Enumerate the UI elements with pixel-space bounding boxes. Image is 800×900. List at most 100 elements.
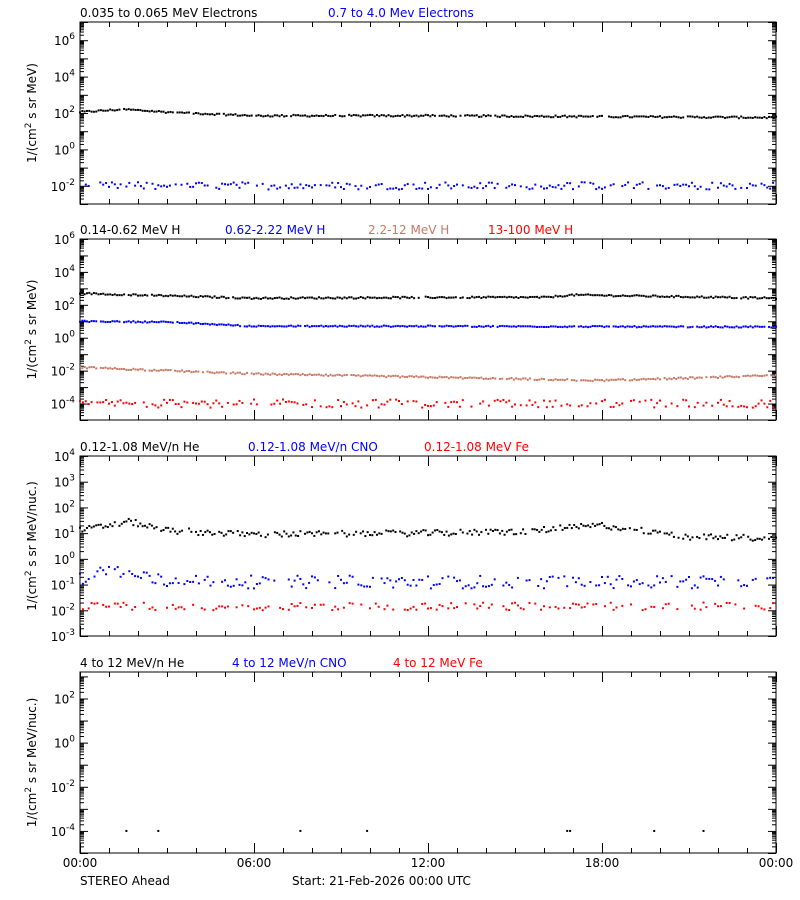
data-point [92,110,95,113]
data-point [218,402,221,405]
data-point [654,115,657,118]
data-point [769,576,772,579]
data-point [445,115,448,118]
data-point [413,297,416,300]
data-point [445,324,448,327]
data-point [338,296,341,299]
data-point [431,376,434,379]
data-point [125,368,128,371]
data-point [412,578,415,581]
data-point [415,400,418,403]
data-point [603,186,606,189]
data-point [580,379,583,382]
data-point [743,405,746,408]
data-point [582,293,585,296]
data-point [350,114,353,117]
data-point [668,295,671,298]
data-point [459,528,462,531]
data-point [644,608,647,611]
data-point [452,115,455,118]
legend-entry: 4 to 12 MeV/n CNO [232,656,347,670]
data-point [306,296,309,299]
data-point [119,183,122,186]
data-point [563,379,566,382]
data-point [505,608,508,611]
data-point [693,185,696,188]
data-point [624,379,627,382]
data-point [663,325,666,328]
data-point [150,369,153,372]
data-point [178,295,181,298]
data-point [418,187,421,190]
data-point [81,608,84,611]
data-point [164,294,167,297]
data-point [717,186,719,189]
data-point [366,404,369,407]
data-point [705,401,708,404]
data-point [125,401,128,404]
data-point [264,325,267,328]
series-0-7-to-4-0-mev-electrons [84,181,775,191]
data-point [412,605,415,608]
data-point [684,295,687,298]
data-point [545,325,548,328]
data-point [447,184,450,187]
data-point [601,575,603,578]
data-point [269,325,272,328]
data-point [396,324,399,327]
data-point [359,115,362,118]
data-point [329,373,332,376]
y-tick-label: 106 [54,32,75,48]
data-point [178,111,181,114]
data-point [754,184,757,187]
data-point [183,371,186,374]
data-point [253,587,255,590]
data-point [150,293,153,296]
data-point [498,325,501,328]
data-point [328,184,331,187]
data-point [493,399,496,402]
data-point [763,325,766,328]
x-tick-label: 06:00 [237,856,272,870]
data-point [148,574,151,577]
data-point [266,373,269,376]
data-point [211,371,214,374]
data-point [464,324,467,327]
data-point [334,374,337,377]
data-point [511,405,514,408]
data-point [508,325,511,328]
data-point [88,320,91,323]
data-point [174,403,177,406]
data-point [645,378,648,381]
data-point [424,403,427,406]
data-point [679,580,682,583]
data-point [400,403,403,406]
data-point [380,114,383,117]
data-point [155,369,158,372]
data-point [308,115,311,118]
data-point [127,320,130,323]
data-point [343,374,346,377]
data-point [519,295,522,298]
data-point [512,296,515,299]
data-point [751,184,754,187]
data-point [708,188,711,191]
data-point [280,297,283,300]
data-point [239,114,242,117]
data-point [454,533,457,536]
data-point [255,325,258,328]
data-point [689,115,692,118]
data-point [362,296,365,299]
data-point [533,114,536,117]
data-point [116,400,119,403]
data-point [232,181,235,184]
data-point [543,115,545,118]
data-point [209,584,212,587]
data-point [341,115,344,118]
data-point [348,183,351,186]
data-point [760,182,763,185]
data-point [246,531,249,534]
data-point [577,294,580,297]
data-point [385,529,388,532]
data-point [700,326,703,329]
